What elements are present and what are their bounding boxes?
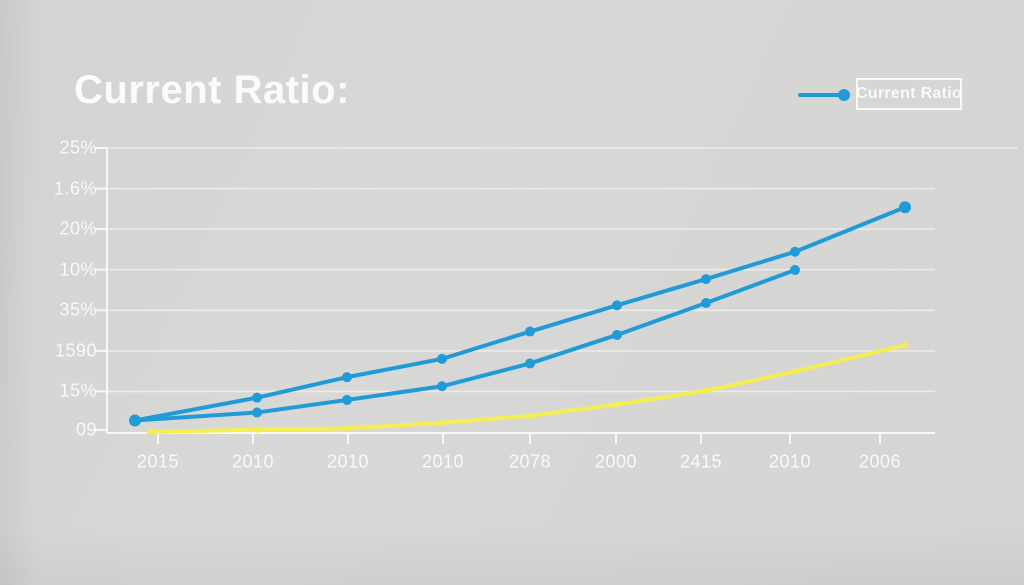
x-tick-label: 2415 xyxy=(679,451,723,472)
data-point-current_ratio_b xyxy=(130,415,140,426)
y-tick-label: 20% xyxy=(59,218,97,239)
data-point-yellow_series xyxy=(438,419,446,426)
data-point-current_ratio_a xyxy=(525,326,535,337)
y-tick-label: 10% xyxy=(59,259,97,280)
data-point-current_ratio_b xyxy=(252,407,262,418)
series-line-yellow_series xyxy=(148,343,907,434)
legend-label: Current Ratio xyxy=(855,85,963,102)
y-tick-label: 1590 xyxy=(54,340,97,361)
legend-item-current-ratio[interactable]: Current Ratio xyxy=(856,78,962,110)
data-point-current_ratio_a xyxy=(701,274,711,285)
data-point-current_ratio_b xyxy=(612,329,622,340)
data-point-yellow_series xyxy=(253,426,261,433)
y-tick-label: 1.6% xyxy=(53,178,97,199)
x-tick-label: 2010 xyxy=(231,451,275,472)
data-point-yellow_series xyxy=(526,412,534,420)
data-point-current_ratio_b xyxy=(342,394,352,405)
legend-line-sample xyxy=(798,89,850,101)
page-title: Current Ratio: xyxy=(74,68,350,112)
y-tick-label: 15% xyxy=(59,380,97,401)
legend: Current Ratio xyxy=(796,78,962,110)
background-shade-bottom xyxy=(0,525,1024,585)
x-tick-label: 2078 xyxy=(508,451,552,472)
x-tick-label: 2006 xyxy=(858,451,902,472)
data-point-yellow_series xyxy=(791,368,799,375)
data-point-yellow_series xyxy=(613,401,621,408)
data-point-current_ratio_a xyxy=(790,246,800,257)
x-tick-label: 2010 xyxy=(768,451,812,472)
data-point-current_ratio_b xyxy=(790,264,800,275)
data-point-current_ratio_b xyxy=(437,381,447,392)
data-point-current_ratio_b xyxy=(525,358,535,369)
background-shade-left xyxy=(0,0,36,585)
y-tick-label: 35% xyxy=(59,299,97,320)
data-point-yellow_series xyxy=(343,425,351,432)
x-tick-label: 2015 xyxy=(136,451,180,472)
data-point-yellow_series xyxy=(901,342,909,349)
series-line-current_ratio_b xyxy=(133,267,797,423)
data-point-current_ratio_a xyxy=(899,201,911,214)
data-point-current_ratio_b xyxy=(701,298,711,309)
x-tick-label: 2000 xyxy=(594,451,638,472)
data-point-yellow_series xyxy=(702,387,710,395)
x-tick-label: 2010 xyxy=(421,451,465,472)
data-point-current_ratio_a xyxy=(342,372,352,383)
data-point-yellow_series xyxy=(146,428,154,436)
x-tick-label: 2010 xyxy=(326,451,370,472)
y-tick-label: 09 xyxy=(75,419,97,440)
data-point-current_ratio_a xyxy=(612,300,622,311)
data-point-current_ratio_a xyxy=(252,392,262,403)
series-line-current_ratio_a xyxy=(133,205,907,423)
data-point-current_ratio_a xyxy=(437,353,447,364)
y-tick-label: 25% xyxy=(59,137,97,158)
